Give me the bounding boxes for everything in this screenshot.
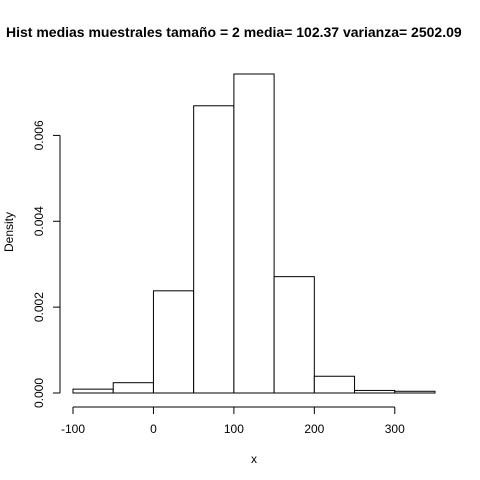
histogram-bar-7 <box>354 389 396 394</box>
y-tick-label: 0.000 <box>32 378 46 408</box>
x-axis: -100 0 100 200 300 <box>61 406 405 436</box>
histogram-bar-2 <box>152 290 195 394</box>
y-tick-label: 0.004 <box>32 206 46 236</box>
x-tick-label: 200 <box>304 422 324 436</box>
histogram-bars <box>72 73 436 394</box>
y-tick-label: 0.006 <box>32 120 46 150</box>
x-tick-label: 300 <box>385 422 405 436</box>
x-tick-label: 100 <box>224 422 244 436</box>
histogram-bar-1 <box>112 382 154 394</box>
histogram-bar-8 <box>394 390 436 394</box>
histogram-bar-5 <box>273 276 315 394</box>
y-axis-label: Density <box>2 212 16 252</box>
histogram-bar-4 <box>233 73 275 394</box>
y-tick-label: 0.002 <box>32 292 46 322</box>
histogram-bar-3 <box>193 105 235 394</box>
chart-title: Hist medias muestrales tamaño = 2 media=… <box>6 24 462 40</box>
x-axis-label: x <box>251 452 257 466</box>
x-tick-label: -100 <box>61 422 85 436</box>
x-tick-label: 0 <box>150 422 157 436</box>
histogram-bar-6 <box>313 375 356 394</box>
histogram-bar-0 <box>72 388 114 394</box>
y-axis: 0.000 0.002 0.004 0.006 <box>32 120 61 408</box>
